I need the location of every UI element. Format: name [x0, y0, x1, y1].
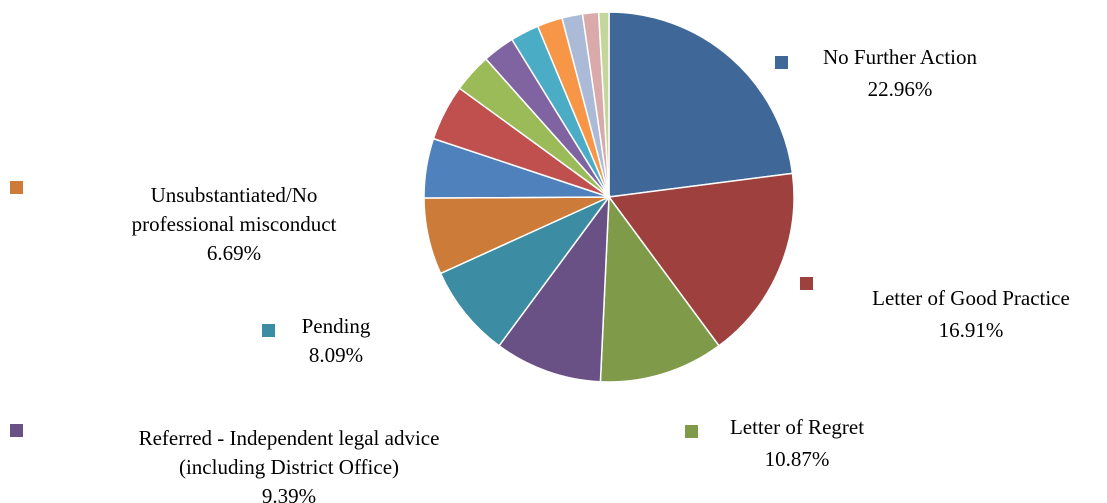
- label-text: Unsubstantiated/No: [151, 183, 318, 207]
- slice-label-0: No Further Action 22.96%: [775, 45, 977, 101]
- label-text: Pending: [302, 314, 371, 338]
- label-percent: 16.91%: [939, 318, 1004, 342]
- label-text: Referred - Independent legal advice: [139, 426, 440, 450]
- label-percent: 10.87%: [765, 447, 830, 471]
- label-percent: 8.09%: [309, 343, 363, 367]
- pie-slice-4: [439, 195, 612, 347]
- label-percent: 6.69%: [207, 241, 261, 265]
- label-marker: [685, 425, 698, 438]
- pie-slice-2: [599, 194, 721, 383]
- label-percent: 9.39%: [262, 484, 316, 503]
- slice-label-5: Unsubstantiated/No professional misconduc…: [10, 181, 337, 265]
- pie-slice-14: [597, 11, 610, 198]
- pie-slice-3: [497, 194, 610, 383]
- slice-label-4: Pending 8.09%: [262, 314, 371, 367]
- slice-label-3: Referred - Independent legal advice (incl…: [10, 424, 439, 503]
- slice-label-2: Letter of Regret 10.87%: [685, 415, 864, 471]
- label-marker: [800, 277, 813, 290]
- pie-slice-0: [608, 11, 794, 198]
- label-text: Letter of Good Practice: [872, 286, 1070, 310]
- label-text: (including District Office): [179, 455, 399, 479]
- slice-label-1: Letter of Good Practice 16.91%: [800, 277, 1070, 342]
- label-marker: [10, 424, 23, 437]
- pie-slices: [423, 11, 795, 383]
- label-marker: [775, 56, 788, 69]
- label-marker: [262, 324, 275, 337]
- pie-slice-1: [607, 172, 795, 347]
- label-percent: 22.96%: [868, 77, 933, 101]
- label-text: Letter of Regret: [730, 415, 864, 439]
- label-marker: [10, 181, 23, 194]
- slice-labels: No Further Action 22.96% Letter of Good Pr…: [10, 45, 1070, 503]
- label-text: professional misconduct: [132, 212, 337, 236]
- label-text: No Further Action: [823, 45, 977, 69]
